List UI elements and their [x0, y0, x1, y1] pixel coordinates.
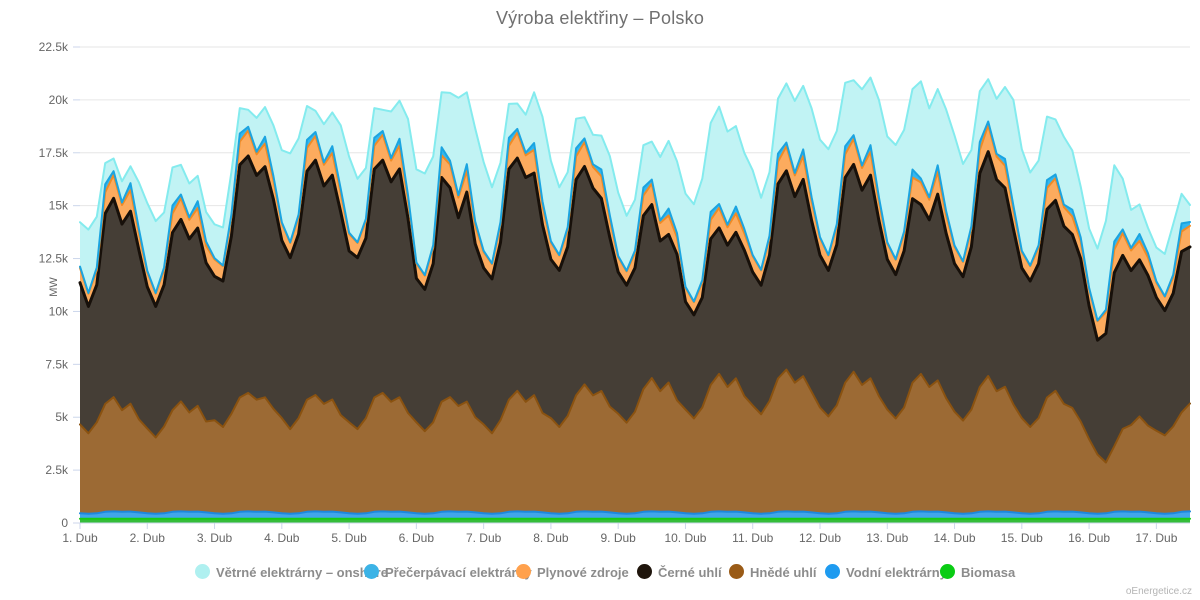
x-tick-label: 1. Dub [62, 531, 98, 545]
legend-dot-icon [516, 564, 531, 580]
y-tick-label: 12.5k [39, 252, 69, 266]
legend-label: Hnědé uhlí [750, 565, 817, 581]
area-cerne[interactable] [80, 151, 1190, 463]
legend-dot-icon [825, 564, 840, 580]
chart-legend: Větrné elektrárny – onshore Přečerpávací … [0, 564, 1200, 584]
legend-label: Černé uhlí [658, 565, 722, 581]
legend-label: Plynové zdroje [537, 565, 629, 581]
chart-title: Výroba elektřiny – Polsko [495, 8, 705, 28]
x-tick-label: 17. Dub [1135, 531, 1177, 545]
watermark-credit: oEnergetice.cz [1125, 586, 1192, 597]
legend-dot-icon [729, 564, 744, 580]
x-tick-label: 13. Dub [866, 531, 908, 545]
y-tick-label: 15k [49, 199, 69, 213]
x-tick-label: 4. Dub [264, 531, 300, 545]
legend-dot-icon [195, 564, 210, 580]
area-biomasa[interactable] [80, 518, 1190, 523]
x-tick-label: 11. Dub [732, 531, 773, 545]
x-tick-label: 12. Dub [799, 531, 841, 545]
y-tick-label: 17.5k [39, 146, 69, 160]
legend-label: Biomasa [961, 565, 1016, 581]
y-tick-label: 22.5k [39, 40, 69, 54]
area-vodni[interactable] [80, 511, 1190, 519]
y-tick-label: 20k [49, 93, 69, 107]
legend-dot-icon [940, 564, 955, 580]
legend-item[interactable]: Vodní elektrárny [825, 564, 947, 582]
legend-label: Vodní elektrárny [846, 565, 947, 581]
x-tick-label: 10. Dub [664, 531, 706, 545]
legend-item[interactable]: Biomasa [940, 564, 1015, 582]
line-cerne [78, 150, 1192, 342]
x-tick-label: 14. Dub [934, 531, 976, 545]
x-tick-label: 7. Dub [466, 531, 502, 545]
series-areas-group [78, 76, 1192, 523]
y-tick-label: 5k [55, 410, 69, 424]
legend-item[interactable]: Hnědé uhlí [729, 564, 816, 582]
legend-label: Větrné elektrárny – onshore [216, 565, 388, 581]
legend-label: Přečerpávací elektrárny [385, 565, 532, 581]
axes-group: 0 2.5k 5k 7.5k 10k 12.5k 15k 17.5k 20k 22.5k 1. Du… [39, 40, 1190, 545]
legend-item[interactable]: Přečerpávací elektrárny [364, 564, 532, 582]
y-tick-label: 0 [61, 516, 68, 530]
line-hnede [79, 368, 1191, 464]
y-axis-title: MW [48, 277, 60, 297]
line-vodni [79, 510, 1191, 515]
x-tick-label: 9. Dub [601, 531, 637, 545]
legend-item[interactable]: Černé uhlí [637, 564, 722, 582]
x-tick-label: 5. Dub [331, 531, 367, 545]
y-tick-label: 2.5k [45, 463, 69, 477]
line-vetrne [79, 76, 1191, 255]
x-tick-label: 2. Dub [130, 531, 166, 545]
legend-item[interactable]: Větrné elektrárny – onshore [195, 564, 388, 582]
line-precerpavaci [79, 120, 1191, 322]
y-tick-label: 7.5k [45, 357, 69, 371]
legend-item[interactable]: Plynové zdroje [516, 564, 629, 582]
x-tick-label: 15. Dub [1001, 531, 1043, 545]
legend-dot-icon [637, 564, 652, 580]
legend-dot-icon [364, 564, 379, 580]
x-tick-label: 3. Dub [197, 531, 233, 545]
x-tick-label: 6. Dub [399, 531, 435, 545]
x-tick-label: 16. Dub [1068, 531, 1110, 545]
area-hnede[interactable] [80, 369, 1190, 514]
y-tick-label: 10k [49, 304, 69, 318]
area-vetrne[interactable] [80, 77, 1190, 321]
x-tick-label: 8. Dub [533, 531, 569, 545]
